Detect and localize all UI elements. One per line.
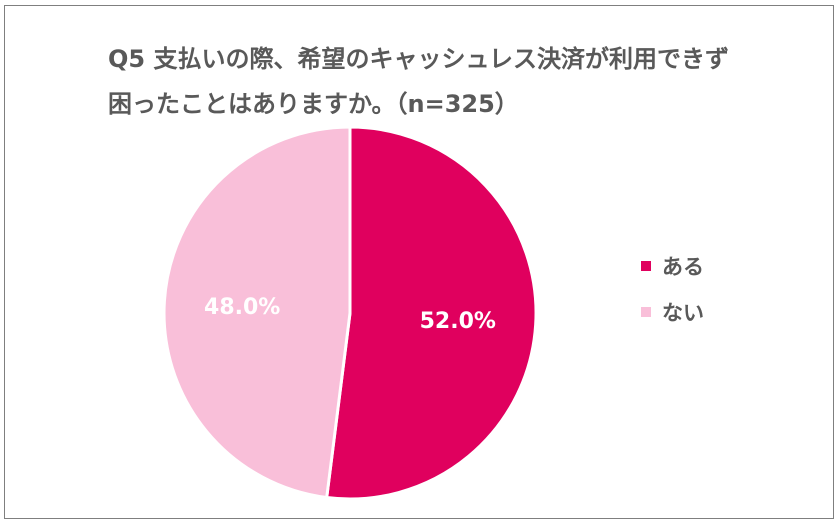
legend-swatch-aru — [641, 261, 651, 271]
chart-title: Q5 支払いの際、希望のキャッシュレス決済が利用できず 困ったことはありますか。… — [108, 37, 748, 127]
legend-swatch-nai — [641, 307, 651, 317]
chart-title-line-1: Q5 支払いの際、希望のキャッシュレス決済が利用できず — [108, 45, 729, 73]
legend-item-nai: ない — [641, 289, 704, 335]
data-label-aru: 52.0% — [420, 309, 496, 334]
pie-slice-aru — [325, 125, 538, 501]
legend-label-nai: ない — [662, 301, 704, 325]
pie-slice-nai — [162, 125, 352, 500]
legend-item-aru: ある — [641, 243, 704, 289]
legend-label-aru: ある — [662, 255, 704, 279]
chart-title-line-2: 困ったことはありますか。（n=325） — [108, 90, 519, 118]
legend: ある ない — [641, 243, 704, 335]
data-label-nai: 48.0% — [204, 295, 280, 320]
